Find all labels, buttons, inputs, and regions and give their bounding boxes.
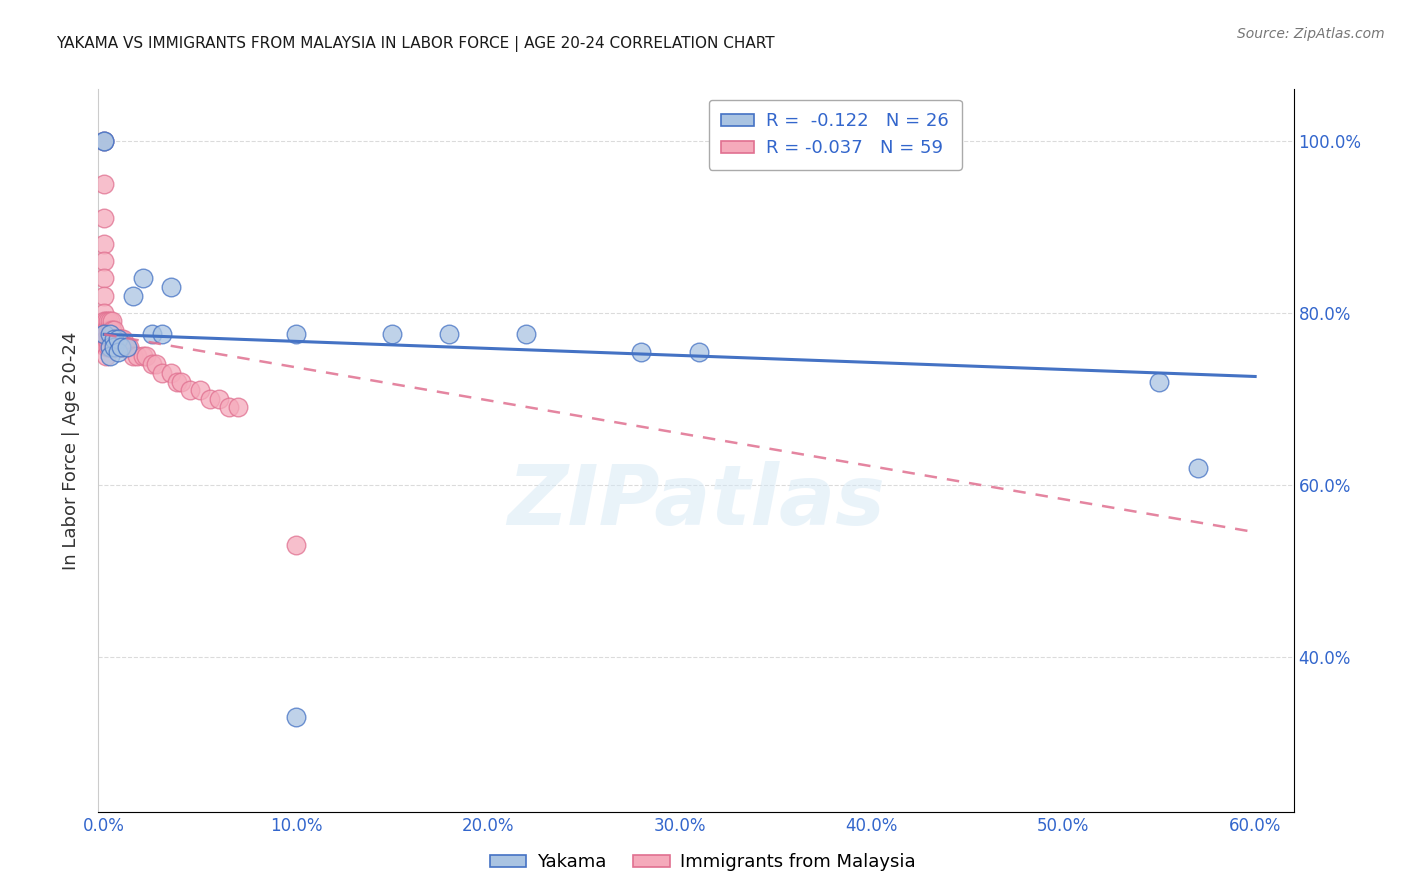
Point	[101, 323, 124, 337]
Legend: R =  -0.122   N = 26, R = -0.037   N = 59: R = -0.122 N = 26, R = -0.037 N = 59	[709, 100, 962, 170]
Point	[93, 306, 115, 320]
Point	[160, 366, 183, 380]
Point	[145, 358, 167, 372]
Point	[114, 340, 136, 354]
Point	[107, 344, 129, 359]
Point	[103, 332, 125, 346]
Point	[93, 237, 115, 252]
Point	[93, 288, 115, 302]
Point	[112, 340, 135, 354]
Point	[515, 327, 537, 342]
Point	[1187, 460, 1209, 475]
Point	[104, 340, 127, 354]
Point	[93, 177, 115, 191]
Point	[93, 327, 115, 342]
Point	[115, 340, 138, 354]
Point	[103, 340, 125, 354]
Point	[93, 134, 115, 148]
Point	[141, 327, 163, 342]
Point	[179, 384, 201, 398]
Point	[98, 340, 121, 354]
Point	[112, 332, 135, 346]
Point	[688, 344, 710, 359]
Point	[107, 332, 129, 346]
Point	[93, 271, 115, 285]
Point	[228, 401, 250, 415]
Point	[97, 332, 120, 346]
Point	[135, 349, 157, 363]
Point	[218, 401, 240, 415]
Point	[93, 254, 115, 268]
Point	[103, 332, 125, 346]
Text: ZIPatlas: ZIPatlas	[508, 460, 884, 541]
Point	[150, 327, 173, 342]
Point	[93, 134, 115, 148]
Text: YAKAMA VS IMMIGRANTS FROM MALAYSIA IN LABOR FORCE | AGE 20-24 CORRELATION CHART: YAKAMA VS IMMIGRANTS FROM MALAYSIA IN LA…	[56, 36, 775, 52]
Point	[1147, 375, 1170, 389]
Point	[97, 340, 120, 354]
Point	[107, 332, 129, 346]
Point	[94, 332, 117, 346]
Point	[125, 349, 148, 363]
Point	[115, 340, 138, 354]
Point	[150, 366, 173, 380]
Point	[103, 340, 125, 354]
Point	[122, 288, 145, 302]
Y-axis label: In Labor Force | Age 20-24: In Labor Force | Age 20-24	[62, 331, 80, 570]
Text: Source: ZipAtlas.com: Source: ZipAtlas.com	[1237, 27, 1385, 41]
Point	[103, 323, 125, 337]
Point	[118, 340, 141, 354]
Legend: Yakama, Immigrants from Malaysia: Yakama, Immigrants from Malaysia	[482, 847, 924, 879]
Point	[110, 332, 132, 346]
Point	[285, 710, 308, 724]
Point	[285, 327, 308, 342]
Point	[110, 340, 132, 354]
Point	[170, 375, 193, 389]
Point	[160, 280, 183, 294]
Point	[101, 314, 124, 328]
Point	[97, 323, 120, 337]
Point	[97, 314, 120, 328]
Point	[93, 134, 115, 148]
Point	[381, 327, 404, 342]
Point	[93, 314, 115, 328]
Point	[101, 332, 124, 346]
Point	[94, 340, 117, 354]
Point	[108, 332, 131, 346]
Point	[166, 375, 188, 389]
Point	[439, 327, 461, 342]
Point	[630, 344, 652, 359]
Point	[104, 332, 127, 346]
Point	[98, 349, 121, 363]
Point	[188, 384, 211, 398]
Point	[141, 358, 163, 372]
Point	[131, 271, 153, 285]
Point	[94, 314, 117, 328]
Point	[93, 211, 115, 226]
Point	[107, 340, 129, 354]
Point	[98, 340, 121, 354]
Point	[98, 323, 121, 337]
Point	[98, 327, 121, 342]
Point	[122, 349, 145, 363]
Point	[131, 349, 153, 363]
Point	[208, 392, 231, 406]
Point	[110, 340, 132, 354]
Point	[94, 323, 117, 337]
Point	[94, 349, 117, 363]
Point	[108, 340, 131, 354]
Point	[98, 332, 121, 346]
Point	[285, 538, 308, 552]
Point	[198, 392, 221, 406]
Point	[93, 323, 115, 337]
Point	[98, 314, 121, 328]
